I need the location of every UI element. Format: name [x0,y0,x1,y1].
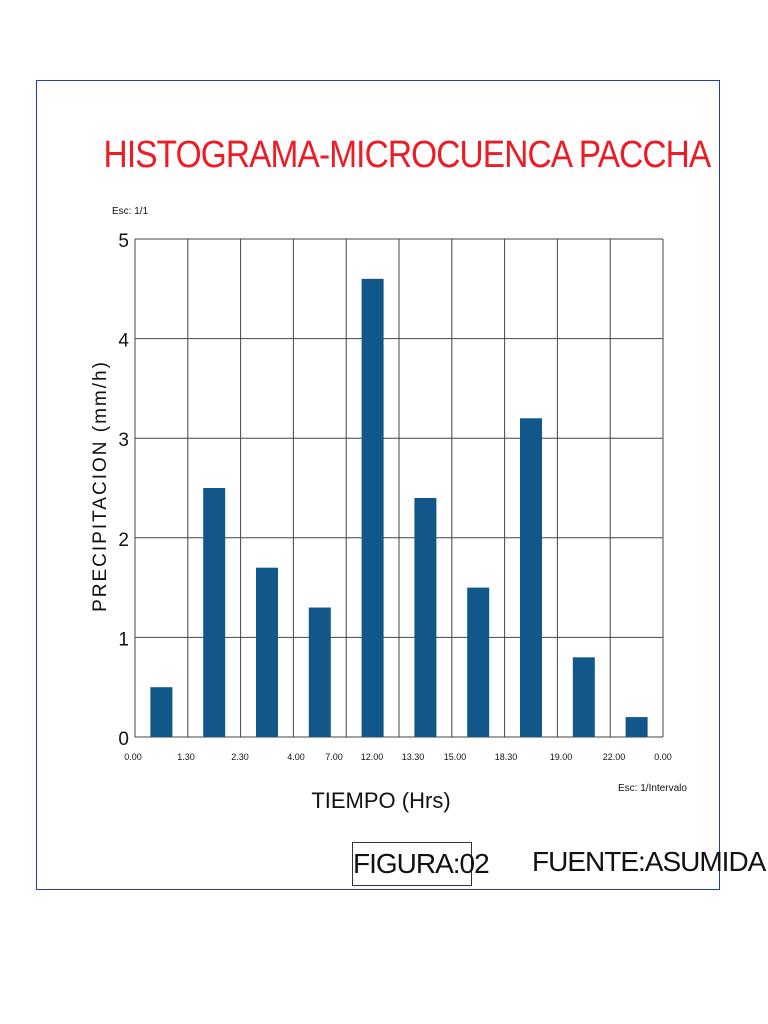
bar [203,488,226,737]
source-label: FUENTE:ASUMIDA [532,846,766,877]
bar [150,687,173,737]
x-tick-label: 0.00 [654,752,672,762]
x-tick-label: 18.30 [495,752,518,762]
bar [256,567,278,737]
bar [625,717,648,737]
x-tick-labels: 0.00 1.30 2.30 4.00 7.00 12.00 13.30 15.00 18.30… [124,752,672,762]
y-tick-labels: 0 1 2 3 4 5 [118,231,129,750]
x-axis-label: TIEMPO (Hrs) [311,788,450,813]
page-frame [36,80,720,890]
y-tick-label: 0 [118,729,129,750]
y-scale-note: Esc: 1/1 [112,206,149,217]
x-tick-label: 4.00 [287,752,305,762]
x-tick-label: 22.00 [603,752,626,762]
bar [308,607,331,737]
x-tick-label: 12.00 [361,752,384,762]
x-tick-label: 1.30 [177,752,195,762]
figure-label: FIGURA:02 [352,842,490,886]
x-tick-label: 7.00 [325,752,343,762]
x-scale-note: Esc: 1/Intervalo [618,783,687,794]
y-tick-label: 1 [118,629,129,650]
x-tick-label: 13.30 [402,752,425,762]
x-tick-label: 15.00 [444,752,467,762]
y-tick-label: 2 [118,530,129,551]
x-tick-label: 0.00 [124,752,142,762]
bar [572,657,595,737]
bar [414,497,437,737]
y-tick-label: 4 [118,331,129,352]
y-tick-label: 3 [118,430,129,451]
chart-title: HISTOGRAMA-MICROCUENCA PACCHA [103,134,712,176]
y-tick-label: 5 [118,231,129,252]
bar [361,278,384,737]
x-tick-label: 19.00 [550,752,573,762]
x-tick-label: 2.30 [231,752,249,762]
y-axis-label: PRECIPITACION (mm/h) [90,360,111,612]
chart-bars [150,278,648,737]
bar [520,418,542,737]
bar [467,587,490,737]
